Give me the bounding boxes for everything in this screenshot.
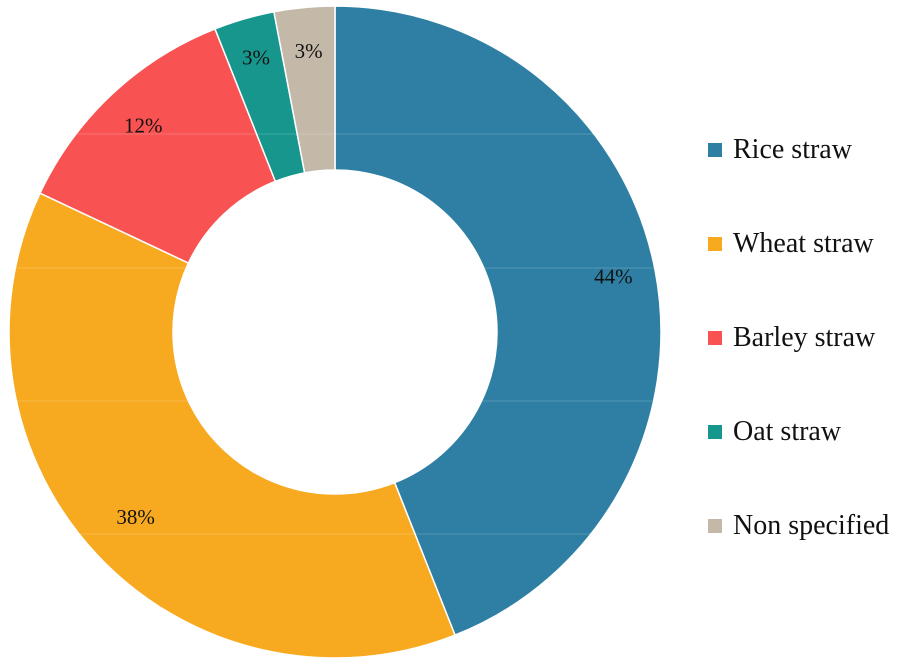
slice-labels: 44% 38% 12% 3% 3% bbox=[116, 39, 632, 529]
faint-horizontal-lines bbox=[0, 133, 660, 535]
donut-slices bbox=[8, 5, 662, 659]
legend-swatch-oat-straw bbox=[708, 425, 722, 439]
legend-item-non-specified: Non specified bbox=[708, 479, 908, 573]
legend-item-wheat-straw: Wheat straw bbox=[708, 197, 908, 291]
legend-label-non-specified: Non specified bbox=[733, 510, 890, 541]
slice-non-specified bbox=[273, 5, 336, 174]
slice-rice-straw bbox=[334, 5, 662, 637]
legend-label-oat-straw: Oat straw bbox=[733, 416, 842, 447]
legend-swatch-barley-straw bbox=[708, 331, 722, 345]
data-label-oat-straw: 3% bbox=[242, 46, 270, 70]
legend-label-rice-straw: Rice straw bbox=[733, 134, 852, 165]
legend-swatch-non-specified bbox=[708, 519, 722, 533]
legend-swatch-wheat-straw bbox=[708, 237, 722, 251]
data-label-rice-straw: 44% bbox=[594, 265, 633, 289]
legend-item-rice-straw: Rice straw bbox=[708, 103, 908, 197]
data-label-barley-straw: 12% bbox=[124, 114, 163, 138]
slice-barley-straw bbox=[39, 27, 277, 265]
legend-label-wheat-straw: Wheat straw bbox=[733, 228, 874, 259]
slice-wheat-straw bbox=[8, 192, 456, 659]
legend-item-barley-straw: Barley straw bbox=[708, 291, 908, 385]
legend-label-barley-straw: Barley straw bbox=[733, 322, 876, 353]
data-label-wheat-straw: 38% bbox=[116, 505, 155, 529]
legend-item-oat-straw: Oat straw bbox=[708, 385, 908, 479]
legend: Rice straw Wheat straw Barley straw Oat str… bbox=[708, 103, 908, 573]
data-label-non-specified: 3% bbox=[295, 39, 323, 63]
legend-swatch-rice-straw bbox=[708, 143, 722, 157]
